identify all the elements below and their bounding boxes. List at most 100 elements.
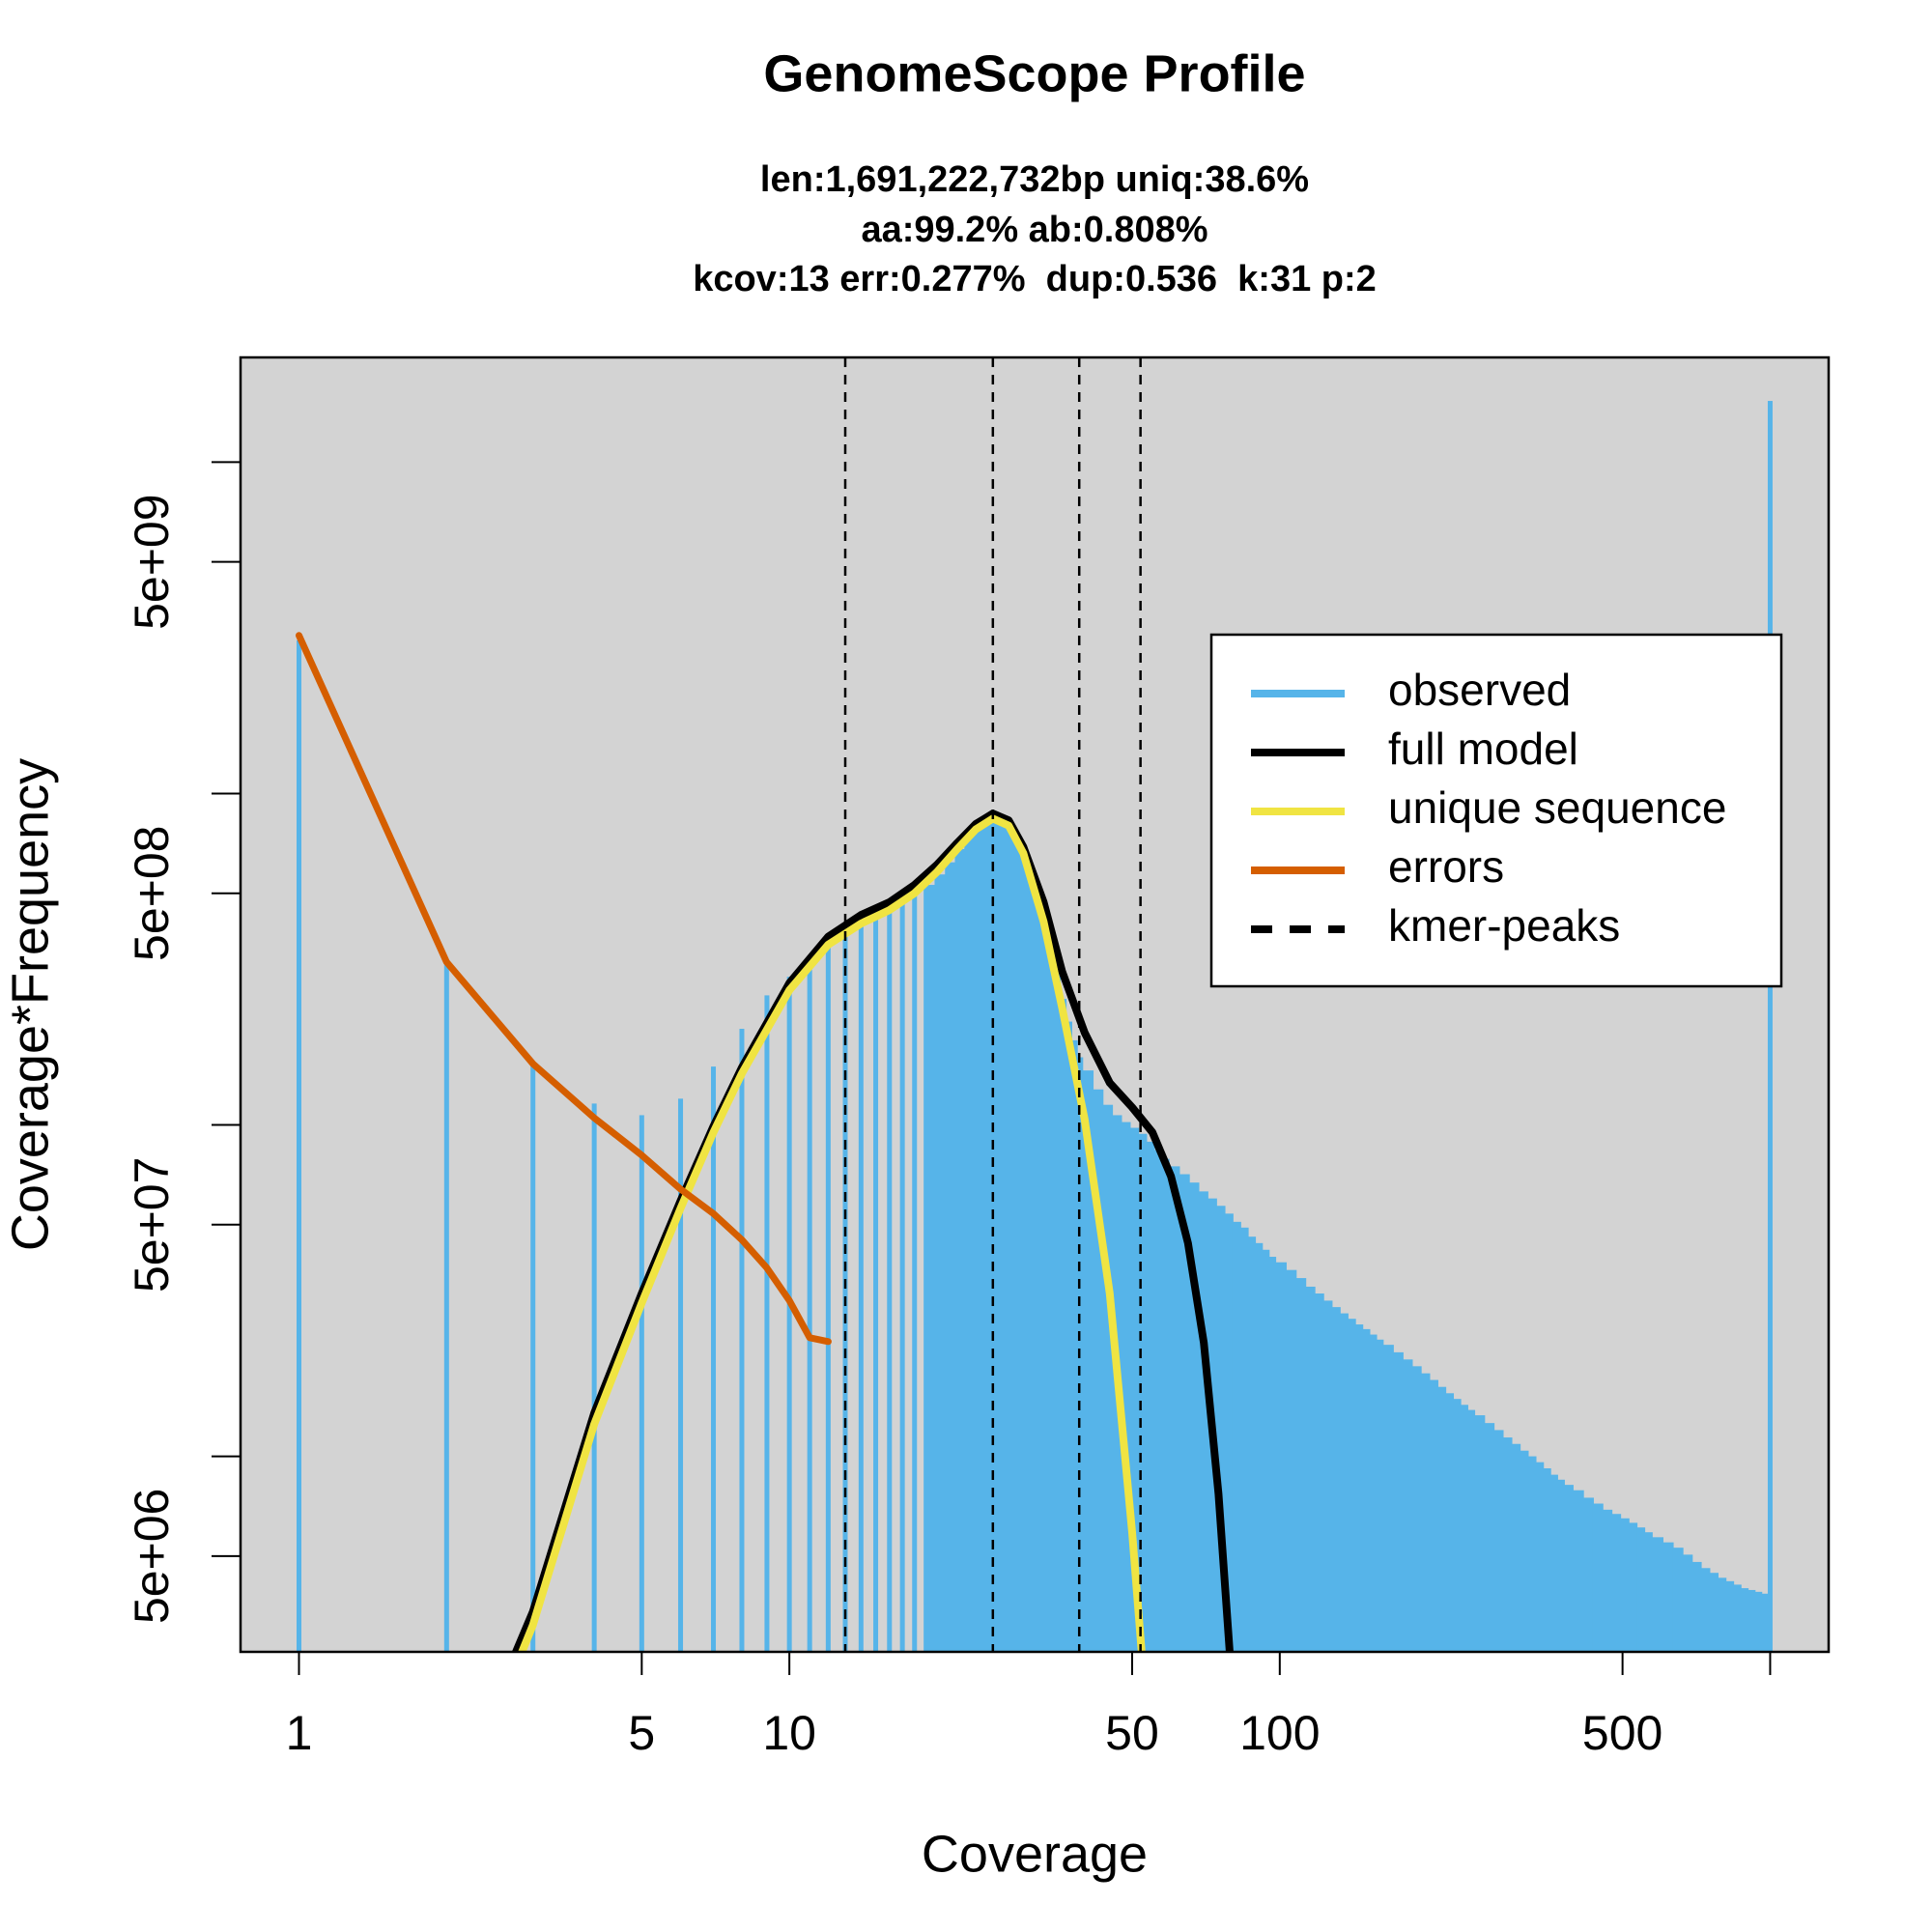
observed-bar	[825, 941, 831, 1652]
chart-title: GenomeScope Profile	[763, 44, 1305, 102]
x-tick-label: 10	[762, 1706, 816, 1760]
y-tick-label: 5e+08	[125, 826, 179, 961]
y-axis-label: Coverage*Frequency	[1, 758, 59, 1251]
observed-bar	[1453, 1399, 1462, 1652]
observed-bar	[1020, 855, 1030, 1652]
observed-bar	[1322, 1300, 1333, 1652]
y-tick-label: 5e+07	[125, 1157, 179, 1293]
observed-bar	[1153, 1150, 1163, 1652]
observed-bar	[530, 1064, 536, 1652]
observed-bar	[1198, 1191, 1208, 1652]
legend-label: errors	[1388, 841, 1504, 892]
observed-bar	[1268, 1257, 1277, 1652]
observed-bar	[1644, 1532, 1653, 1652]
observed-bar	[1747, 1589, 1756, 1652]
observed-bar	[1060, 999, 1067, 1652]
observed-bar	[1121, 1122, 1131, 1652]
observed-bar	[1047, 949, 1055, 1652]
observed-bar	[1392, 1351, 1404, 1652]
observed-bar	[1563, 1485, 1574, 1652]
observed-bar	[1767, 401, 1773, 1652]
chart-subtitle: kcov:13 err:0.277% dup:0.536 k:31 p:2	[693, 259, 1377, 299]
observed-bar	[1411, 1366, 1422, 1652]
observed-bar	[1161, 1158, 1170, 1652]
observed-bar	[1035, 898, 1042, 1652]
observed-bar	[1582, 1497, 1594, 1652]
observed-bar	[1354, 1324, 1364, 1652]
y-tick-label: 5e+09	[125, 494, 179, 629]
observed-bar	[1466, 1409, 1476, 1652]
observed-bar	[1168, 1166, 1180, 1652]
observed-bar	[1369, 1334, 1378, 1652]
observed-bar	[1474, 1415, 1486, 1652]
observed-bar	[1527, 1456, 1537, 1652]
legend-label: unique sequence	[1388, 782, 1726, 833]
observed-bar	[786, 977, 792, 1652]
observed-bar	[1628, 1522, 1638, 1652]
observed-bar	[297, 639, 302, 1652]
observed-bar	[1065, 1021, 1072, 1652]
observed-bar	[1460, 1405, 1468, 1652]
observed-bar	[981, 820, 992, 1652]
observed-bar	[764, 995, 770, 1652]
observed-bar	[1493, 1430, 1504, 1652]
observed-bar	[1224, 1213, 1234, 1652]
observed-bar	[591, 1103, 597, 1652]
observed-bar	[1295, 1278, 1307, 1652]
observed-bar	[678, 1098, 684, 1652]
observed-bar	[1028, 876, 1037, 1652]
observed-bar	[1511, 1443, 1521, 1652]
chart-subtitle: aa:99.2% ab:0.808%	[861, 210, 1208, 250]
observed-bar	[990, 816, 1000, 1652]
observed-bar	[1602, 1509, 1613, 1652]
observed-bar	[887, 911, 893, 1652]
observed-bar	[1314, 1293, 1324, 1652]
chart-subtitle: len:1,691,222,732bp uniq:38.6%	[760, 159, 1309, 200]
x-tick-label: 100	[1239, 1706, 1320, 1760]
observed-bar	[1082, 1070, 1094, 1652]
observed-bar	[842, 926, 848, 1652]
observed-bar	[1093, 1089, 1104, 1652]
observed-bar	[1188, 1182, 1200, 1652]
observed-bar	[1138, 1133, 1148, 1652]
observed-bar	[954, 848, 966, 1652]
observed-bar	[1549, 1474, 1558, 1652]
observed-bar	[1691, 1561, 1702, 1652]
observed-bar	[1232, 1221, 1241, 1652]
observed-bar	[1520, 1450, 1529, 1652]
observed-bar	[1215, 1206, 1226, 1652]
observed-bar	[1717, 1577, 1727, 1652]
observed-bar	[858, 923, 864, 1652]
observed-bar	[1239, 1227, 1249, 1652]
observed-bar	[1484, 1423, 1495, 1652]
observed-bar	[964, 837, 975, 1652]
observed-bar	[1013, 838, 1022, 1652]
observed-bar	[1339, 1313, 1349, 1652]
observed-bar	[711, 1066, 717, 1652]
observed-bar	[1502, 1437, 1513, 1652]
observed-bar	[873, 918, 879, 1652]
observed-bar	[1543, 1467, 1551, 1652]
legend-label: kmer-peaks	[1388, 900, 1620, 951]
model-line	[296, 632, 832, 1346]
observed-bar	[1382, 1345, 1394, 1652]
observed-bar	[934, 874, 947, 1652]
legend-label: full model	[1388, 724, 1578, 774]
observed-bar	[739, 1029, 745, 1652]
observed-bar	[1262, 1249, 1270, 1652]
observed-bar	[1146, 1141, 1155, 1652]
observed-bar	[1740, 1588, 1749, 1652]
observed-bar	[1700, 1568, 1711, 1652]
observed-bar	[1362, 1328, 1371, 1652]
observed-bar	[945, 862, 956, 1652]
observed-bar	[998, 818, 1008, 1652]
observed-bar	[1572, 1490, 1584, 1652]
x-tick-label: 50	[1105, 1706, 1159, 1760]
observed-bar	[443, 961, 449, 1652]
observed-bar	[1129, 1127, 1140, 1652]
x-tick-label: 1	[286, 1706, 313, 1760]
observed-bar	[1179, 1174, 1190, 1652]
observed-bar	[1611, 1514, 1622, 1652]
